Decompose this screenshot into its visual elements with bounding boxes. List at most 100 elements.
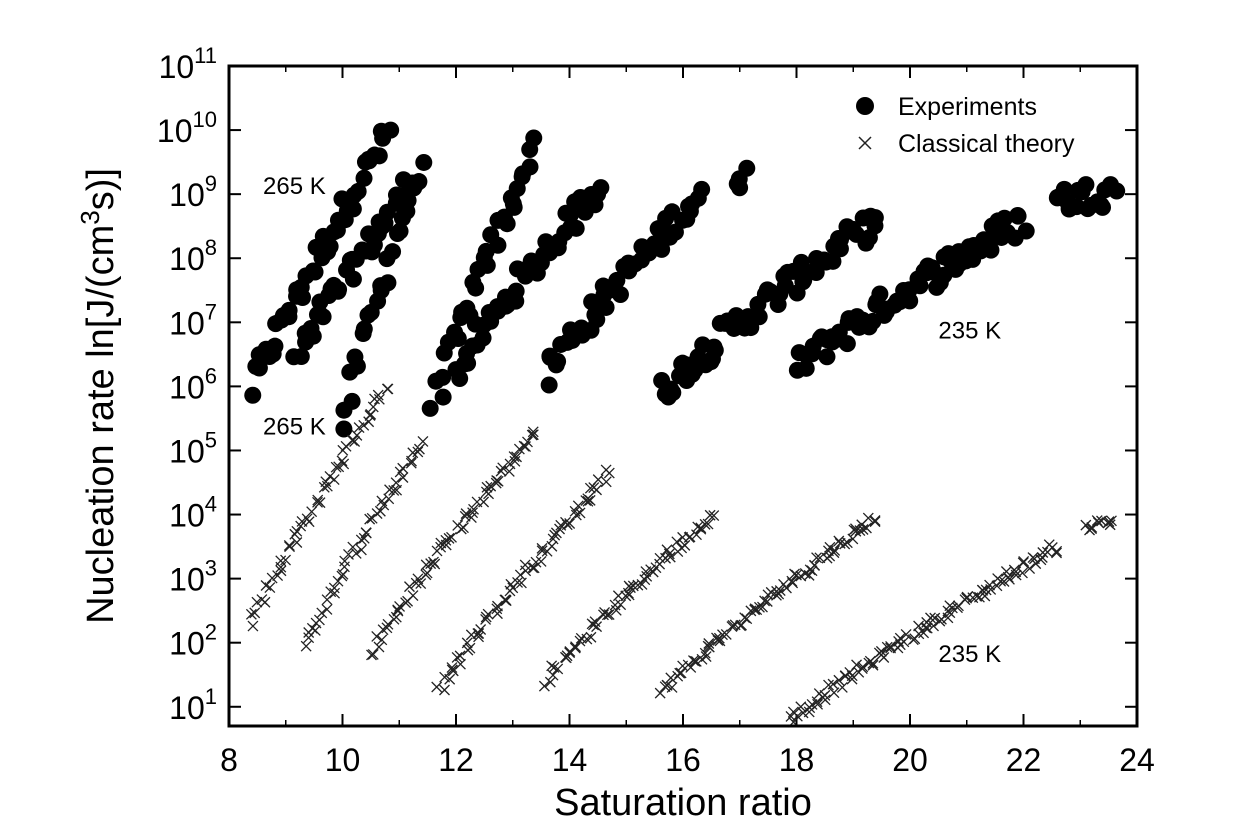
theory-point (332, 575, 344, 587)
theory-point (446, 531, 457, 543)
theory-point (351, 429, 363, 441)
experiment-point (608, 271, 626, 289)
experiment-point (370, 147, 388, 165)
theory-point (397, 462, 409, 474)
experiment-point (280, 301, 298, 319)
experiment-point (349, 182, 367, 200)
theory-point (328, 582, 340, 594)
theory-point (561, 519, 573, 531)
temperature-labels: 265 K 265 K 235 K 235 K (263, 173, 1001, 668)
theory-point (900, 629, 912, 640)
experiment-point (1108, 182, 1126, 200)
theory-point (700, 651, 712, 663)
experiment-point (306, 263, 324, 281)
theory-point (397, 472, 409, 483)
experiment-point (302, 320, 320, 338)
y-tick-exponent: 11 (194, 43, 217, 68)
y-tick-exponent: 2 (205, 620, 217, 645)
theory-point (247, 620, 259, 632)
y-tick-exponent: 9 (205, 171, 217, 196)
x-tick-label: 10 (325, 742, 361, 778)
theory-point (512, 577, 524, 588)
theory-point (329, 587, 341, 599)
theory-point (454, 650, 466, 662)
temperature-label: 265 K (263, 413, 326, 440)
experiment-point (982, 241, 1000, 259)
theory-point (251, 596, 263, 608)
theory-point (1086, 521, 1098, 533)
theory-point (1051, 545, 1063, 557)
y-axis-title: Nucleation rate ln[J/(cm3s)] (75, 168, 122, 624)
experiment-point (489, 236, 507, 254)
theory-point (275, 555, 287, 567)
theory-point (549, 529, 561, 541)
theory-point (394, 600, 406, 612)
theory-point (560, 652, 572, 664)
theory-point (358, 419, 370, 431)
y-tick-exponent: 8 (205, 235, 217, 260)
theory-point (467, 507, 479, 519)
theory-point (405, 457, 417, 469)
theory-point (1103, 516, 1115, 528)
theory-point (846, 670, 858, 682)
theory-point (478, 496, 490, 508)
theory-point (283, 539, 295, 551)
x-tick-label: 8 (220, 742, 238, 778)
experiment-point (434, 388, 452, 406)
theory-point (570, 641, 582, 653)
theory-point (851, 659, 863, 671)
plot-frame (227, 64, 1139, 728)
theory-point (833, 535, 845, 547)
theory-point (770, 589, 782, 601)
theory-point (610, 604, 622, 616)
theory-point (482, 608, 494, 620)
theory-point (527, 426, 539, 438)
theory-point (812, 698, 824, 710)
experiment-point (996, 209, 1014, 227)
legend-label: Experiments (898, 93, 1037, 121)
experiment-point (911, 277, 929, 295)
theory-point (455, 658, 466, 670)
experiment-point (434, 368, 452, 386)
theory-point (272, 570, 284, 582)
theory-point (934, 615, 946, 627)
theory-point (689, 655, 701, 667)
theory-point (360, 527, 372, 539)
theory-point (699, 518, 711, 530)
temperature-label: 265 K (263, 173, 326, 200)
theory-point (828, 687, 840, 699)
theory-point (754, 601, 765, 613)
legend-x-marker (858, 136, 872, 150)
theory-point (921, 622, 933, 634)
theory-point (600, 476, 612, 488)
theory-point (980, 584, 992, 596)
experiment-point (330, 280, 348, 298)
temperature-label: 235 K (938, 641, 1001, 668)
theory-point (483, 488, 494, 500)
y-tick-label: 105 (169, 427, 217, 469)
theory-point (547, 533, 559, 545)
theory-point (1051, 547, 1062, 559)
theory-point (508, 451, 520, 462)
experiment-point (382, 121, 400, 139)
theory-point (1037, 547, 1049, 558)
theory-point (440, 539, 452, 551)
experiment-point (379, 274, 397, 292)
theory-point (420, 559, 432, 571)
theory-point (412, 446, 424, 458)
experiment-point (664, 384, 682, 402)
experiment-points (244, 121, 1126, 438)
theory-point (500, 594, 512, 606)
theory-point (413, 443, 425, 455)
theory-point (632, 579, 644, 591)
theory-point (511, 451, 522, 463)
theory-point (857, 524, 869, 535)
theory-point (321, 594, 333, 606)
x-tick-label: 22 (1006, 742, 1042, 778)
theory-point (862, 512, 874, 524)
theory-point (671, 536, 683, 548)
theory-point (275, 565, 287, 577)
theory-point (836, 682, 848, 693)
y-tick-exponent: 6 (205, 363, 217, 388)
